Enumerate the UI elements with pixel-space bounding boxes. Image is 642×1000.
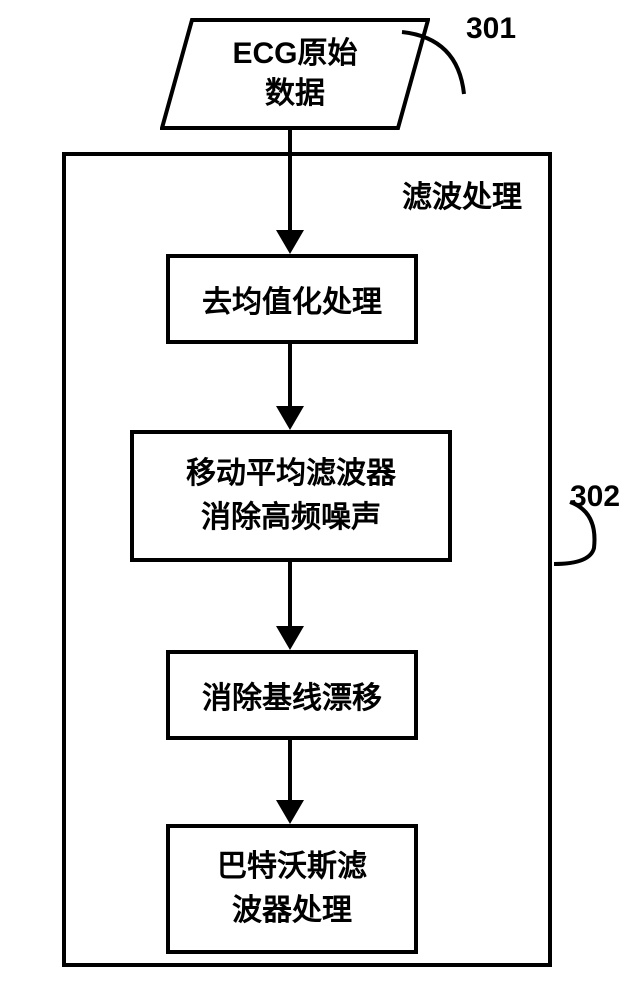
arrow-step3-step4 [288,740,316,824]
arrow-step2-step3 [288,562,316,650]
input-node: ECG原始 数据 [160,18,430,130]
input-node-label: ECG原始 数据 [160,18,430,130]
step1-node: 去均值化处理 [166,254,418,344]
diagram-canvas: ECG原始 数据 滤波处理 去均值化处理 移动平均滤波器 消除高频噪声 消除基线… [0,0,642,1000]
step4-label: 巴特沃斯滤 波器处理 [217,845,367,933]
arrow-step1-step2 [288,344,316,430]
step2-node: 移动平均滤波器 消除高频噪声 [130,430,452,562]
step3-label: 消除基线漂移 [202,673,382,717]
step4-node: 巴特沃斯滤 波器处理 [166,824,418,954]
ref-301-leader [398,28,476,98]
step1-label: 去均值化处理 [202,277,382,321]
ref-302-leader [540,498,602,568]
filter-container-title: 滤波处理 [402,172,522,216]
arrow-input-step1 [288,130,316,254]
step2-label: 移动平均滤波器 消除高频噪声 [186,452,396,540]
step3-node: 消除基线漂移 [166,650,418,740]
